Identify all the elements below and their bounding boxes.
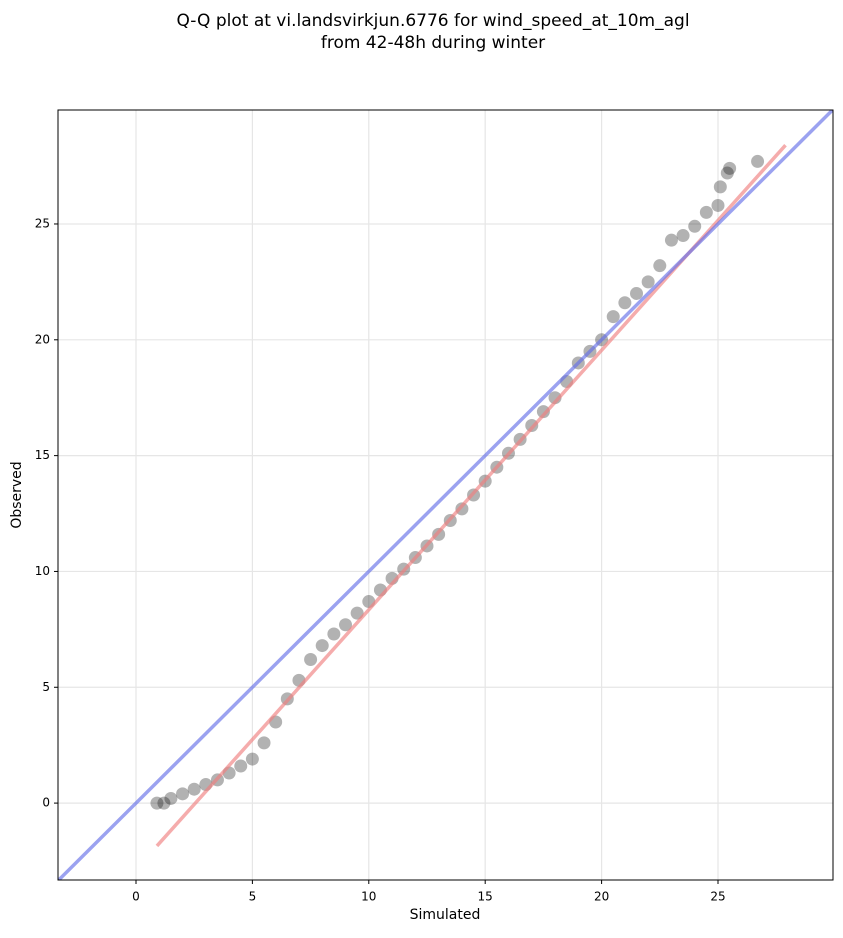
point [676, 229, 690, 243]
y-axis-label: Observed [9, 461, 25, 528]
point [751, 154, 765, 168]
reference-line [58, 110, 833, 880]
point [315, 639, 329, 653]
x-tick-label: 10 [361, 890, 376, 904]
y-tick-label: 0 [42, 796, 50, 810]
point [720, 166, 734, 180]
x-tick-label: 5 [249, 890, 257, 904]
y-tick-label: 20 [35, 332, 50, 346]
y-tick-label: 10 [35, 564, 50, 578]
point [536, 405, 550, 419]
plot-frame [57, 109, 834, 881]
point [653, 259, 667, 273]
point [713, 180, 727, 194]
x-axis-label: Simulated [410, 907, 481, 923]
x-tick-label: 20 [594, 890, 609, 904]
point [164, 791, 178, 805]
chart-title: Q-Q plot at vi.landsvirkjun.6776 for win… [176, 11, 689, 31]
point [630, 286, 644, 300]
point [641, 275, 655, 289]
plot-area [58, 110, 833, 880]
point [350, 606, 364, 620]
x-tick-label: 15 [478, 890, 493, 904]
point [257, 736, 271, 750]
y-tick-label: 5 [42, 680, 50, 694]
y-tick-label: 25 [35, 216, 50, 230]
point [304, 652, 318, 666]
point [187, 782, 201, 796]
point [176, 787, 190, 801]
point [606, 310, 620, 324]
point [618, 296, 632, 310]
point [327, 627, 341, 641]
point [339, 618, 353, 632]
point [245, 752, 259, 766]
point [150, 796, 164, 810]
point [711, 198, 725, 212]
point [699, 205, 713, 219]
y-tick-label: 15 [35, 448, 50, 462]
point [664, 233, 678, 247]
x-tick-label: 0 [132, 890, 140, 904]
point [688, 219, 702, 233]
x-tick-label: 25 [710, 890, 725, 904]
chart-title: from 42-48h during winter [321, 33, 545, 53]
point [234, 759, 248, 773]
point [723, 161, 737, 175]
point [157, 796, 171, 810]
